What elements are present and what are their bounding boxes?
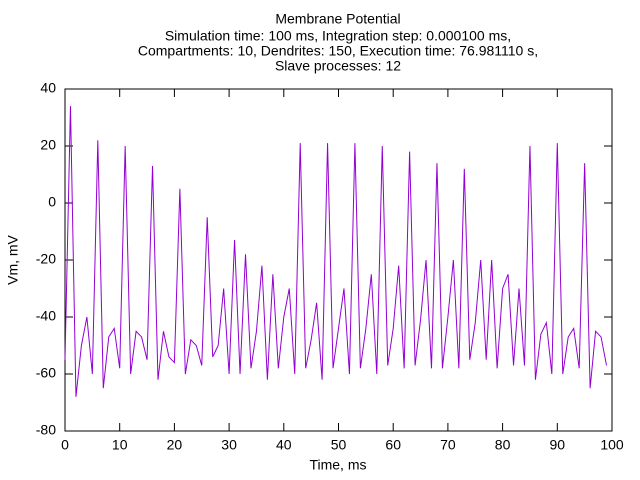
x-tick-label: 10: [112, 437, 128, 453]
y-tick-label: 20: [40, 137, 56, 153]
y-tick-label: -20: [36, 251, 56, 267]
y-tick-label: -60: [36, 365, 56, 381]
x-tick-label: 90: [550, 437, 566, 453]
x-axis-label: Time, ms: [309, 457, 366, 473]
x-tick-label: 50: [331, 437, 347, 453]
x-tick-label: 80: [495, 437, 511, 453]
y-tick-label: 0: [48, 194, 56, 210]
x-tick-label: 70: [440, 437, 456, 453]
y-tick-label: -40: [36, 308, 56, 324]
x-tick-label: 20: [167, 437, 183, 453]
x-tick-label: 60: [385, 437, 401, 453]
x-tick-label: 40: [276, 437, 292, 453]
chart-title: Membrane Potential: [275, 11, 400, 27]
x-tick-label: 0: [61, 437, 69, 453]
y-tick-label: 40: [40, 80, 56, 96]
x-tick-label: 30: [221, 437, 237, 453]
chart-subtitle: Simulation time: 100 ms, Integration ste…: [165, 28, 511, 44]
chart-subtitle: Slave processes: 12: [275, 58, 401, 74]
y-axis-label: Vm, mV: [5, 234, 21, 284]
y-tick-label: -80: [36, 422, 56, 438]
chart-subtitle: Compartments: 10, Dendrites: 150, Execut…: [138, 43, 538, 59]
data-line: [64, 106, 608, 397]
x-tick-label: 100: [600, 437, 624, 453]
